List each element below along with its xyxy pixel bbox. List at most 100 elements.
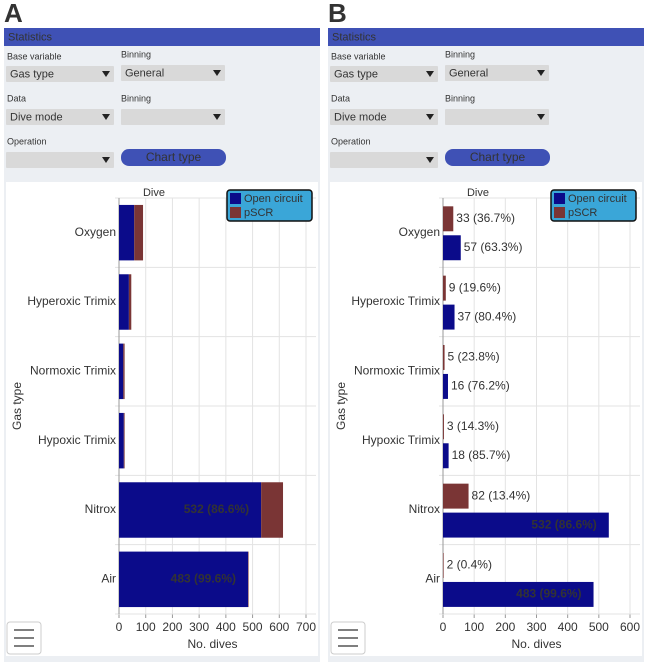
category-label: Nitrox	[85, 502, 116, 516]
bar	[443, 235, 461, 261]
x-tick-label: 100	[464, 620, 484, 634]
bar	[128, 274, 132, 330]
dropdown-arrow	[426, 71, 434, 77]
bar	[261, 482, 284, 538]
dropdown[interactable]	[6, 109, 114, 125]
x-tick-label: 300	[189, 620, 209, 634]
value-label: 5 (23.8%)	[448, 350, 500, 364]
dropdown[interactable]	[121, 65, 225, 81]
bar	[443, 512, 609, 538]
control-label: Data	[331, 93, 350, 103]
bar	[443, 414, 444, 440]
value-label: 37 (80.4%)	[458, 309, 517, 323]
dropdown[interactable]	[330, 152, 438, 168]
x-tick-label: 600	[269, 620, 289, 634]
bar	[443, 304, 455, 330]
category-label: Air	[101, 572, 116, 586]
bar	[119, 274, 129, 330]
bar	[443, 344, 445, 370]
x-tick-label: 0	[440, 620, 447, 634]
control-label: Operation	[7, 136, 47, 146]
legend-box	[550, 189, 637, 222]
dropdown[interactable]	[6, 66, 114, 82]
x-tick-label: 600	[620, 620, 640, 634]
bar	[443, 275, 446, 301]
dropdown-value: Dive mode	[334, 111, 387, 123]
dropdown[interactable]	[121, 109, 225, 125]
chart-type-button[interactable]	[445, 149, 550, 166]
x-tick-label: 400	[216, 620, 236, 634]
dropdown-arrow	[537, 70, 545, 76]
x-tick-label: 700	[296, 620, 316, 634]
legend-box	[226, 189, 313, 222]
x-tick-label: 300	[526, 620, 546, 634]
value-label: 18 (85.7%)	[452, 448, 511, 462]
value-label: 3 (14.3%)	[447, 419, 499, 433]
dropdown[interactable]	[445, 65, 549, 81]
dropdown[interactable]	[330, 109, 438, 125]
x-tick-label: 200	[495, 620, 515, 634]
bar	[443, 581, 594, 607]
button-label: Chart type	[146, 150, 202, 164]
x-tick-label: 200	[162, 620, 182, 634]
dropdown-value: Gas type	[334, 68, 378, 80]
dropdown-arrow	[537, 114, 545, 120]
bar	[119, 204, 135, 261]
dropdown-arrow	[426, 157, 434, 163]
x-tick-label: 0	[116, 620, 123, 634]
dropdown-arrow	[102, 157, 110, 163]
value-label: 532 (86.6%)	[531, 517, 596, 531]
category-label: Nitrox	[409, 502, 440, 516]
category-label: Hyperoxic Trimix	[27, 294, 116, 308]
value-label: 483 (99.6%)	[516, 587, 581, 601]
bar	[443, 552, 444, 578]
x-tick-label: 100	[136, 620, 156, 634]
header-title: Statistics	[8, 31, 53, 43]
dropdown[interactable]	[445, 109, 549, 125]
category-label: Normoxic Trimix	[354, 364, 440, 378]
x-tick-label: 500	[243, 620, 263, 634]
dropdown-value: Gas type	[10, 68, 54, 80]
bar	[443, 206, 454, 232]
bar	[443, 373, 448, 399]
value-label: 532 (86.6%)	[184, 502, 249, 516]
control-label: Operation	[331, 136, 371, 146]
value-label: 9 (19.6%)	[449, 280, 501, 294]
legend-swatch	[554, 207, 565, 218]
value-label: 16 (76.2%)	[451, 379, 510, 393]
x-tick-label: 500	[589, 620, 609, 634]
x-axis-label: No. dives	[187, 637, 237, 651]
header-bar	[328, 28, 644, 46]
category-label: Hypoxic Trimix	[362, 433, 440, 447]
dropdown[interactable]	[330, 66, 438, 82]
category-label: Air	[425, 572, 440, 586]
bar	[123, 412, 125, 469]
chart-type-button[interactable]	[121, 149, 226, 166]
x-tick-label: 400	[558, 620, 578, 634]
x-axis-label: No. dives	[511, 637, 561, 651]
dropdown-arrow	[102, 114, 110, 120]
bar	[248, 551, 249, 608]
dropdown-value: General	[449, 67, 488, 79]
legend-label: pSCR	[568, 207, 597, 219]
control-label: Binning	[121, 93, 151, 103]
dropdown[interactable]	[6, 152, 114, 168]
value-label: 483 (99.6%)	[171, 572, 236, 586]
bar	[123, 343, 125, 400]
panel-letter: B	[328, 0, 347, 28]
legend-swatch	[230, 207, 241, 218]
header-bar	[4, 28, 320, 46]
dropdown-arrow	[102, 71, 110, 77]
chart-title: Dive	[467, 187, 489, 199]
legend-swatch	[554, 193, 565, 204]
dropdown-value: Dive mode	[10, 111, 63, 123]
header-title: Statistics	[332, 31, 377, 43]
bar	[443, 483, 469, 509]
category-label: Hypoxic Trimix	[38, 433, 116, 447]
legend-label: Open circuit	[244, 193, 303, 205]
control-label: Base variable	[331, 51, 386, 61]
category-label: Hyperoxic Trimix	[351, 294, 440, 308]
chart-bg	[330, 182, 642, 656]
y-axis-label: Gas type	[334, 382, 348, 430]
